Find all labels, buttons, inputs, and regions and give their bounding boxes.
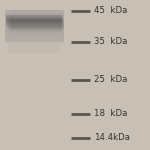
Bar bbox=[6, 21, 62, 22]
Text: 45  kDa: 45 kDa bbox=[94, 6, 128, 15]
Bar bbox=[6, 25, 62, 26]
Text: 25  kDa: 25 kDa bbox=[94, 75, 128, 84]
Bar bbox=[6, 22, 62, 23]
Bar bbox=[6, 15, 62, 16]
Bar bbox=[6, 23, 62, 24]
Text: 18  kDa: 18 kDa bbox=[94, 110, 128, 118]
Text: 35  kDa: 35 kDa bbox=[94, 38, 128, 46]
Bar bbox=[6, 18, 62, 19]
Bar bbox=[8, 42, 60, 52]
Bar bbox=[6, 24, 62, 25]
Bar bbox=[6, 17, 62, 18]
Bar bbox=[6, 16, 62, 17]
Bar bbox=[6, 20, 62, 21]
Text: 14.4kDa: 14.4kDa bbox=[94, 134, 130, 142]
Bar bbox=[6, 19, 62, 20]
